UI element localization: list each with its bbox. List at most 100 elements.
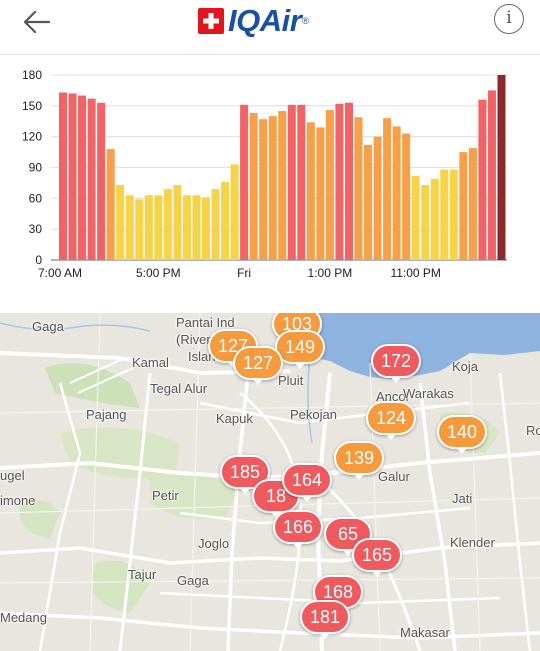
- y-tick-label: 90: [29, 161, 43, 175]
- map-place-label: Joglo: [198, 536, 230, 551]
- aqi-bar[interactable]: [306, 122, 315, 260]
- aqi-bar[interactable]: [487, 90, 496, 260]
- aqi-bar[interactable]: [268, 116, 277, 260]
- aqi-bar[interactable]: [154, 195, 163, 260]
- x-tick-label: 7:00 AM: [38, 266, 82, 280]
- map-place-label: Ancol: [376, 389, 409, 404]
- map-place-label: Kapuk: [216, 411, 253, 426]
- x-tick-label: 11:00 PM: [390, 266, 440, 280]
- aqi-bar[interactable]: [373, 136, 382, 260]
- aqi-bar[interactable]: [325, 109, 334, 260]
- aqi-bar[interactable]: [287, 104, 296, 260]
- arrow-left-icon: [23, 10, 51, 34]
- aqi-marker[interactable]: 149: [275, 330, 326, 369]
- aqi-marker[interactable]: 172: [371, 344, 422, 383]
- aqi-bar[interactable]: [97, 102, 106, 260]
- aqi-bar[interactable]: [430, 178, 439, 260]
- logo-text: IQAir: [228, 3, 302, 38]
- aqi-bar[interactable]: [459, 152, 468, 260]
- aqi-bar[interactable]: [182, 195, 191, 260]
- aqi-bar[interactable]: [78, 95, 87, 260]
- aqi-bar[interactable]: [392, 126, 401, 260]
- aqi-bar[interactable]: [259, 119, 268, 260]
- aqi-bar[interactable]: [354, 117, 363, 260]
- y-tick-label: 60: [29, 191, 43, 205]
- aqi-marker[interactable]: 166: [273, 510, 324, 549]
- x-tick-label: 5:00 PM: [136, 266, 181, 280]
- aqi-bar[interactable]: [364, 144, 373, 260]
- aqi-marker[interactable]: 124: [366, 401, 417, 440]
- aqi-bar[interactable]: [144, 195, 153, 260]
- map-place-label: Klender: [450, 535, 495, 550]
- aqi-bar[interactable]: [211, 189, 220, 260]
- map-place-label: Koja: [452, 359, 479, 374]
- map-place-label: Kamal: [132, 355, 169, 370]
- aqi-marker[interactable]: 164: [282, 463, 333, 502]
- aqi-bar[interactable]: [335, 103, 344, 260]
- back-button[interactable]: [18, 4, 58, 44]
- iqair-logo: IQAir ®: [198, 3, 309, 38]
- aqi-bar[interactable]: [411, 175, 420, 260]
- aqi-history-chart: 0 30 60 90 120 150 180 7:00 AM 5:00 PM Fri 1:00 PM…: [0, 58, 540, 288]
- swiss-cross-icon: [198, 8, 224, 34]
- aqi-bar[interactable]: [344, 102, 353, 260]
- map-place-label: Tajur: [128, 567, 157, 582]
- aqi-marker[interactable]: 181: [300, 600, 351, 639]
- map-place-label: Gaga: [32, 319, 64, 334]
- aqi-bar[interactable]: [449, 169, 458, 260]
- y-tick-label: 30: [29, 222, 43, 236]
- aqi-bar[interactable]: [383, 118, 392, 260]
- map-place-label: Medang: [0, 610, 47, 625]
- aqi-bar[interactable]: [173, 184, 182, 260]
- aqi-bar[interactable]: [478, 99, 487, 260]
- aqi-marker[interactable]: 165: [352, 538, 403, 577]
- aqi-marker[interactable]: 139: [334, 441, 385, 480]
- aqi-bar[interactable]: [240, 104, 249, 260]
- map-place-label: Gaga: [177, 573, 209, 588]
- aqi-bar[interactable]: [278, 110, 287, 260]
- aqi-bar[interactable]: [106, 149, 115, 260]
- aqi-bar[interactable]: [297, 104, 306, 260]
- map-place-label: Ro: [526, 423, 540, 438]
- y-tick-label: 120: [22, 130, 42, 144]
- aqi-bar[interactable]: [68, 93, 77, 261]
- aqi-marker[interactable]: 127: [233, 346, 284, 385]
- map-place-label: Pluit: [278, 373, 304, 388]
- aqi-marker[interactable]: 140: [437, 415, 488, 454]
- aqi-bar[interactable]: [230, 164, 239, 260]
- registered-mark: ®: [302, 16, 309, 26]
- aqi-bar[interactable]: [125, 195, 134, 260]
- map-place-label: Galur: [378, 469, 410, 484]
- aqi-map[interactable]: Gaga Pantai Ind (River Island Kamal Tegal Alu…: [0, 313, 540, 651]
- aqi-bar[interactable]: [192, 195, 201, 260]
- aqi-bar[interactable]: [116, 184, 125, 260]
- map-place-label: Jati: [452, 491, 473, 506]
- x-tick-label: 1:00 PM: [308, 266, 353, 280]
- aqi-bar[interactable]: [249, 113, 258, 260]
- y-tick-label: 0: [35, 253, 42, 267]
- map-place-label: imone: [0, 493, 36, 508]
- map-place-label: Pajang: [86, 407, 127, 422]
- map-place-label: Tegal Alur: [150, 381, 208, 396]
- info-button[interactable]: i: [494, 4, 524, 34]
- top-bar: IQAir ® i: [0, 0, 540, 55]
- aqi-bar[interactable]: [497, 75, 506, 260]
- aqi-bar[interactable]: [59, 92, 68, 260]
- aqi-marker[interactable]: 18: [252, 479, 300, 518]
- y-tick-label: 180: [22, 68, 42, 82]
- map-place-label: (River: [176, 332, 211, 347]
- y-tick-label: 150: [22, 99, 42, 113]
- aqi-bar[interactable]: [421, 184, 430, 260]
- aqi-bar[interactable]: [87, 98, 96, 260]
- aqi-bar[interactable]: [201, 197, 211, 260]
- aqi-bar[interactable]: [316, 127, 325, 260]
- aqi-bar[interactable]: [402, 133, 411, 260]
- aqi-bar[interactable]: [221, 181, 230, 260]
- aqi-bar[interactable]: [135, 199, 144, 260]
- aqi-bar[interactable]: [163, 189, 172, 260]
- map-place-label: Warakas: [403, 386, 454, 401]
- map-place-label: Petir: [152, 488, 179, 503]
- aqi-bar[interactable]: [468, 147, 477, 260]
- aqi-bar[interactable]: [440, 169, 449, 260]
